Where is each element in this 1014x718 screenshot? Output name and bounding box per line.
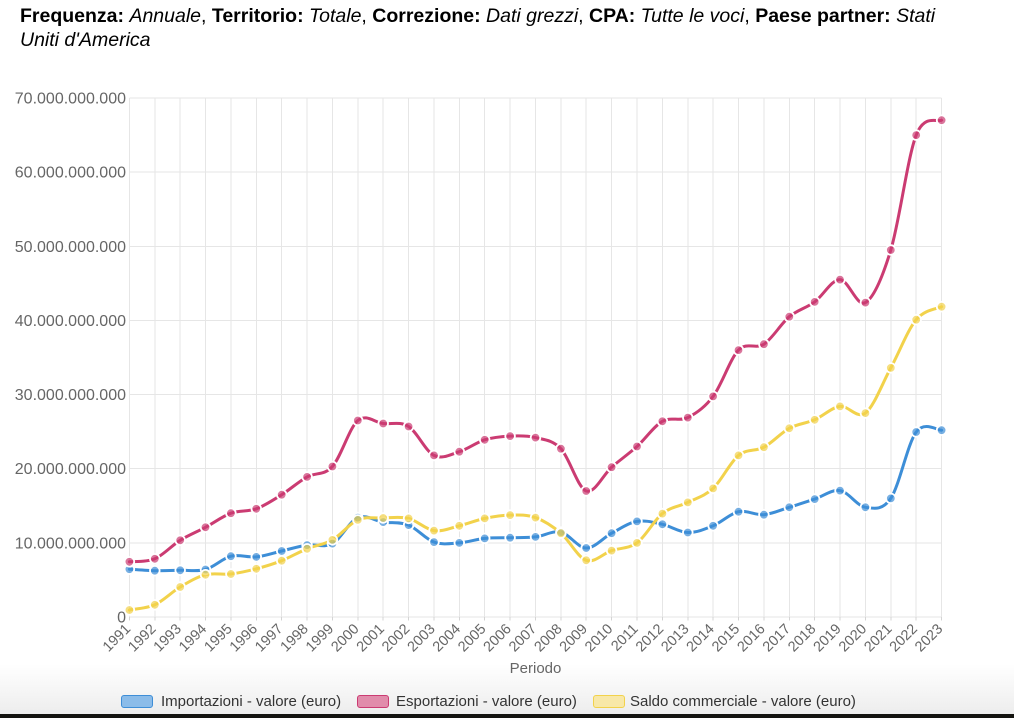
- svg-text:2023: 2023: [912, 621, 946, 655]
- svg-text:1997: 1997: [252, 621, 286, 655]
- svg-text:2003: 2003: [405, 621, 439, 655]
- svg-text:70.000.000.000: 70.000.000.000: [15, 91, 126, 108]
- svg-text:2021: 2021: [861, 621, 895, 655]
- svg-text:2006: 2006: [481, 621, 515, 655]
- svg-text:2020: 2020: [836, 621, 870, 655]
- svg-text:2017: 2017: [760, 621, 794, 655]
- svg-text:1992: 1992: [125, 621, 159, 655]
- svg-text:10.000.000.000: 10.000.000.000: [15, 535, 126, 552]
- svg-text:2011: 2011: [608, 621, 641, 654]
- svg-text:1999: 1999: [303, 621, 337, 655]
- svg-text:2007: 2007: [506, 621, 540, 655]
- svg-text:2014: 2014: [684, 621, 718, 655]
- svg-text:20.000.000.000: 20.000.000.000: [15, 461, 126, 478]
- svg-text:1996: 1996: [227, 621, 261, 655]
- svg-text:1994: 1994: [176, 621, 210, 655]
- svg-text:2002: 2002: [379, 621, 413, 655]
- svg-text:1998: 1998: [278, 621, 312, 655]
- svg-text:2013: 2013: [658, 621, 692, 655]
- svg-text:30.000.000.000: 30.000.000.000: [15, 387, 126, 404]
- svg-text:50.000.000.000: 50.000.000.000: [15, 239, 126, 256]
- svg-text:2015: 2015: [709, 621, 743, 655]
- svg-text:2000: 2000: [328, 621, 362, 655]
- svg-text:60.000.000.000: 60.000.000.000: [15, 165, 126, 182]
- svg-text:2008: 2008: [531, 621, 565, 655]
- svg-text:2022: 2022: [887, 621, 921, 655]
- svg-text:2004: 2004: [430, 621, 464, 655]
- svg-text:0: 0: [117, 610, 126, 627]
- svg-text:2001: 2001: [354, 621, 388, 655]
- svg-text:1995: 1995: [201, 621, 235, 655]
- svg-text:1993: 1993: [151, 621, 185, 655]
- svg-text:40.000.000.000: 40.000.000.000: [15, 313, 126, 330]
- svg-text:2010: 2010: [582, 621, 616, 655]
- svg-text:2005: 2005: [455, 621, 489, 655]
- svg-text:2012: 2012: [633, 621, 667, 655]
- svg-text:2019: 2019: [811, 621, 845, 655]
- svg-text:2018: 2018: [785, 621, 819, 655]
- svg-text:2009: 2009: [557, 621, 591, 655]
- svg-text:1991: 1991: [100, 621, 134, 655]
- svg-text:2016: 2016: [734, 621, 768, 655]
